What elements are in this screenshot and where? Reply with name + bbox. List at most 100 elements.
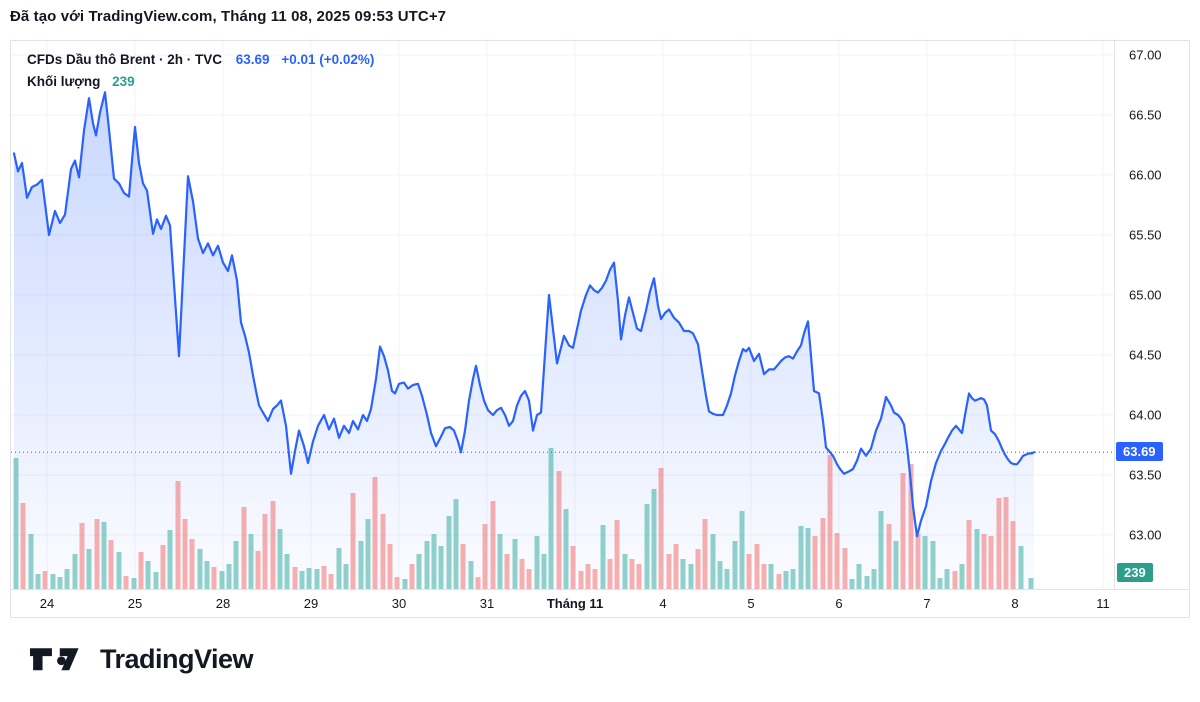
- volume-bar: [614, 520, 620, 589]
- volume-bar: [710, 534, 716, 589]
- volume-bar: [182, 519, 188, 589]
- legend-volume-row: Khối lượng 239: [27, 71, 374, 93]
- volume-bar: [878, 511, 884, 589]
- area-fill: [14, 92, 1034, 589]
- legend-symbol-row: CFDs Dầu thô Brent · 2h · TVC 63.69 +0.0…: [27, 49, 374, 71]
- volume-bar: [57, 577, 63, 589]
- current-volume-badge: 239: [1117, 563, 1153, 582]
- volume-bar: [321, 566, 327, 589]
- volume-bar: [424, 541, 430, 589]
- volume-bar: [402, 579, 408, 589]
- volume-bar: [358, 541, 364, 589]
- volume-bar: [592, 569, 598, 589]
- tradingview-logo: TradingView: [30, 644, 254, 675]
- volume-bar: [13, 458, 19, 589]
- volume-bar: [812, 536, 818, 589]
- volume-bar: [827, 455, 833, 589]
- volume-bar: [981, 534, 987, 589]
- volume-bar: [35, 574, 41, 589]
- volume-bar: [108, 540, 114, 589]
- volume-bar: [219, 571, 225, 589]
- current-price-badge: 63.69: [1116, 442, 1163, 462]
- volume-bar: [556, 471, 562, 589]
- time-axis[interactable]: 24 25 28 29 30 31 Tháng 11 4 5 6 7 8 11: [11, 589, 1189, 617]
- volume-bar: [438, 546, 444, 589]
- y-axis-label: 65.00: [1129, 287, 1162, 303]
- volume-label: Khối lượng: [27, 74, 101, 89]
- volume-bar: [160, 545, 166, 589]
- volume-bar: [380, 514, 386, 589]
- volume-bar: [761, 564, 767, 589]
- volume-bar: [233, 541, 239, 589]
- volume-bar: [636, 564, 642, 589]
- volume-bar: [460, 544, 466, 589]
- volume-bar: [409, 564, 415, 589]
- volume-bar: [695, 549, 701, 589]
- volume-bar: [270, 501, 276, 589]
- volume-bar: [314, 569, 320, 589]
- volume-bar: [974, 529, 980, 589]
- x-axis-label: 30: [391, 596, 407, 611]
- chart-widget: CFDs Dầu thô Brent · 2h · TVC 63.69 +0.0…: [10, 40, 1190, 618]
- volume-bar: [394, 577, 400, 589]
- x-axis-label: 7: [923, 596, 931, 611]
- volume-bar: [42, 571, 48, 589]
- volume-bar: [622, 554, 628, 589]
- y-axis-label: 64.00: [1129, 407, 1162, 423]
- volume-bar: [534, 536, 540, 589]
- volume-bar: [768, 564, 774, 589]
- x-axis-label: 24: [39, 596, 55, 611]
- volume-bar: [336, 548, 342, 589]
- volume-bar: [651, 489, 657, 589]
- volume-bar: [776, 574, 782, 589]
- volume-bar: [64, 569, 70, 589]
- volume-bar: [952, 571, 958, 589]
- volume-bar: [86, 549, 92, 589]
- volume-bar: [724, 569, 730, 589]
- volume-bar: [959, 564, 965, 589]
- chart-legend: CFDs Dầu thô Brent · 2h · TVC 63.69 +0.0…: [27, 49, 374, 93]
- volume-bar: [790, 569, 796, 589]
- volume-bar: [908, 464, 914, 589]
- price-line: [12, 91, 1036, 538]
- y-axis-label: 63.50: [1129, 467, 1162, 483]
- volume-bar: [262, 514, 268, 589]
- volume-bar: [204, 561, 210, 589]
- x-axis-label: 29: [303, 596, 319, 611]
- legend-change: +0.01 (+0.02%): [281, 52, 375, 67]
- volume-bar: [197, 549, 203, 589]
- volume-bar: [416, 554, 422, 589]
- price-axis[interactable]: 67.00 66.50 66.00 65.50 65.00 64.50 64.00 63.50…: [1114, 41, 1189, 589]
- volume-bar: [1028, 578, 1034, 589]
- volume-bar: [607, 559, 613, 589]
- attribution-header: Đã tạo với TradingView.com, Tháng 11 08,…: [10, 8, 447, 25]
- volume-bar: [372, 477, 378, 589]
- volume-bar: [446, 516, 452, 589]
- volume-bar: [526, 569, 532, 589]
- volume-bar: [284, 554, 290, 589]
- volume-bar: [871, 569, 877, 589]
- price-volume-chart[interactable]: [11, 41, 1114, 589]
- volume-bar: [578, 571, 584, 589]
- volume-bar: [842, 548, 848, 589]
- x-axis-label: 4: [659, 596, 667, 611]
- volume-bar: [72, 554, 78, 589]
- volume-bar: [79, 523, 85, 589]
- tradingview-logo-icon: [30, 647, 79, 670]
- volume-bar: [732, 541, 738, 589]
- volume-bar: [292, 567, 298, 589]
- volume-bar: [101, 522, 107, 589]
- volume-bar: [512, 539, 518, 589]
- volume-bar: [783, 571, 789, 589]
- volume-bar: [226, 564, 232, 589]
- volume-bar: [123, 576, 129, 589]
- volume-bar: [805, 528, 811, 589]
- volume-bar: [248, 534, 254, 589]
- volume-bar: [702, 519, 708, 589]
- volume-bar: [644, 504, 650, 589]
- volume-bar: [893, 541, 899, 589]
- volume-bar: [175, 481, 181, 589]
- volume-bar: [666, 554, 672, 589]
- volume-bar: [453, 499, 459, 589]
